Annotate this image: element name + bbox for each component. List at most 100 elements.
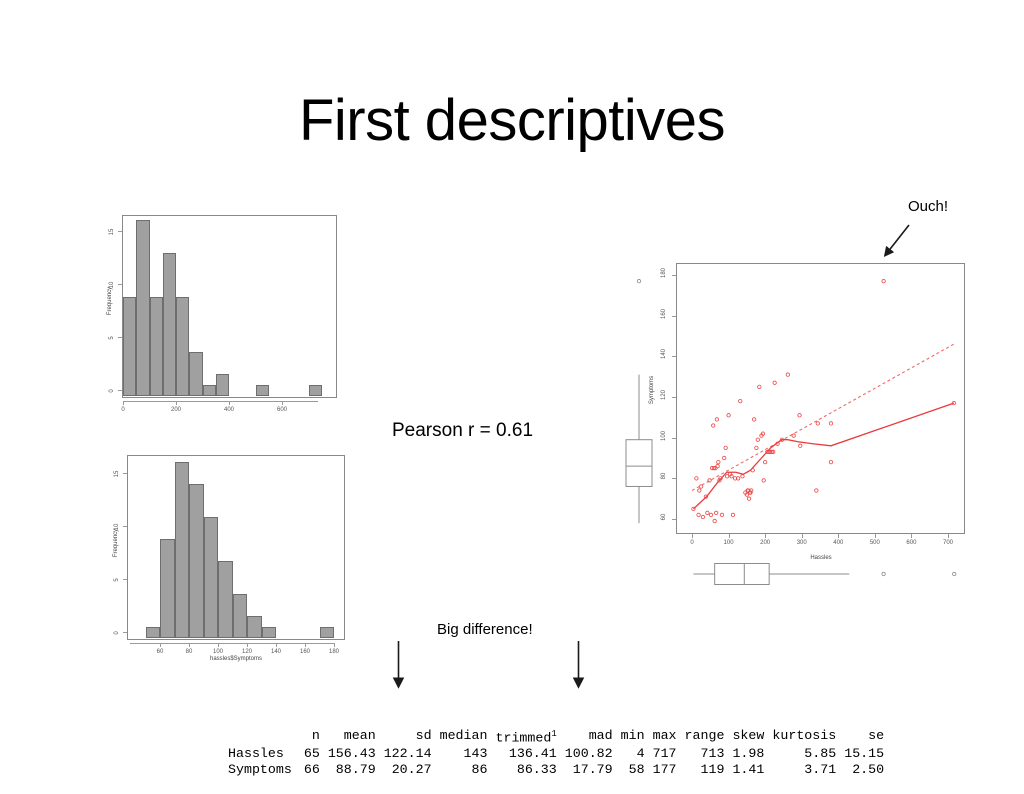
scatter-x-ticks: 0 100 200 300 400 500 600 700 <box>614 255 976 590</box>
histogram-bar <box>319 627 334 638</box>
x-tick-mark-80 <box>189 643 190 647</box>
hassles-histogram-bars <box>122 215 337 398</box>
x-tick-label-400: 400 <box>223 407 234 413</box>
cell-skew: 1.41 <box>732 762 765 778</box>
histogram-bar <box>255 385 269 396</box>
y-tick-mark-0 <box>118 390 122 391</box>
arrow-down-icon <box>572 641 585 689</box>
cell-sd: 122.14 <box>383 746 432 762</box>
x-tick-label-60: 60 <box>156 649 164 655</box>
scatter-plot-area <box>676 263 965 534</box>
cell-trimmed: 136.41 <box>508 746 557 762</box>
x-tick-mark-120 <box>247 643 248 647</box>
x-tick-mark-160 <box>305 643 306 647</box>
symptoms-histogram-x-ticks: 60 80 100 120 140 160 180 <box>110 450 350 668</box>
cell-mad: 100.82 <box>564 746 613 762</box>
x-axis-line <box>123 401 318 402</box>
col-header-min: min <box>620 728 645 744</box>
cell-mad: 17.79 <box>572 762 613 778</box>
x-tick-label-600: 600 <box>906 540 917 546</box>
page-title: First descriptives <box>298 87 726 153</box>
histogram-bar <box>162 253 176 396</box>
y-tick-mark-10 <box>118 284 122 285</box>
y-tick-label-0: 0 <box>109 389 115 393</box>
col-header-max: max <box>652 728 677 744</box>
x-tick-mark-400 <box>229 401 230 405</box>
col-header-skew: skew <box>732 728 765 744</box>
x-tick-label-120: 120 <box>241 649 252 655</box>
y-tick-mark-10 <box>123 526 127 527</box>
y-tick-mark-80 <box>672 478 676 480</box>
col-header-blank <box>228 726 296 746</box>
x-tick-label-100: 100 <box>212 649 223 655</box>
y-tick-mark-180 <box>672 275 676 276</box>
arrow-down-left-icon <box>883 224 910 258</box>
table-header-row: n mean sd median trimmed1 mad min max ra… <box>228 726 884 746</box>
table-row: Symptoms 66 88.79 20.27 86 86.33 17.79 58 177 119… <box>228 762 884 778</box>
histogram-bar <box>261 627 276 638</box>
col-header-mad: mad <box>588 728 613 744</box>
x-tick-label-400: 400 <box>833 540 844 546</box>
table-row: Hassles 65 156.43 122.14 143 136.41 100.82 4 717… <box>228 746 884 762</box>
cell-sd: 20.27 <box>391 762 432 778</box>
cell-median: 86 <box>471 762 488 778</box>
symptoms-histogram-panel: Frequency 0 5 10 15 60 80 100 120 140 160 180 … <box>110 450 350 668</box>
x-tick-mark-100 <box>728 534 730 538</box>
x-tick-label-160: 160 <box>299 649 310 655</box>
descriptives-stats-table: n mean sd median trimmed1 mad min max ra… <box>228 694 884 794</box>
histogram-bar <box>203 517 218 638</box>
x-axis-line <box>130 643 335 644</box>
x-tick-mark-400 <box>838 534 840 538</box>
x-tick-label-180: 180 <box>328 649 339 655</box>
y-tick-mark-0 <box>123 632 127 633</box>
x-tick-mark-0 <box>692 534 693 538</box>
histogram-bar <box>232 594 247 638</box>
hassles-symptoms-scatter-panel: Symptoms 60 80 100 120 140 160 180 0 100 200 300 4… <box>614 255 976 590</box>
x-tick-mark-500 <box>874 534 876 538</box>
col-header-mean: mean <box>343 728 376 744</box>
cell-kurtosis: 3.71 <box>804 762 837 778</box>
histogram-bar <box>215 374 229 396</box>
pearson-correlation-label: Pearson r = 0.61 <box>392 420 534 441</box>
x-tick-mark-0 <box>123 401 124 405</box>
big-difference-annotation-label: Big difference! <box>437 621 533 638</box>
histogram-bar <box>176 297 190 396</box>
cell-se: 15.15 <box>844 746 885 762</box>
x-tick-label-500: 500 <box>869 540 880 546</box>
scatter-y-ticks: 60 80 100 120 140 160 180 <box>614 255 976 590</box>
x-tick-mark-600 <box>911 534 913 538</box>
symptoms-marginal-boxplot <box>625 278 653 524</box>
cell-min: 58 <box>628 762 645 778</box>
histogram-bar <box>145 627 160 638</box>
scatter-data-layer <box>691 278 956 524</box>
arrow-down-icon <box>392 641 405 689</box>
cell-skew: 1.98 <box>732 746 765 762</box>
cell-mean: 156.43 <box>327 746 376 762</box>
cell-se: 2.50 <box>852 762 885 778</box>
x-tick-label-200: 200 <box>760 540 771 546</box>
x-tick-label-0: 0 <box>690 540 694 546</box>
y-tick-mark-60 <box>672 519 676 520</box>
symptoms-histogram-x-axis-title: hassles$Symptoms <box>209 656 263 662</box>
stats-table-body: Hassles 65 156.43 122.14 143 136.41 100.82 4 717… <box>228 746 884 778</box>
x-tick-label-300: 300 <box>796 540 807 546</box>
x-tick-label-600: 600 <box>276 407 287 413</box>
x-tick-mark-100 <box>218 643 219 647</box>
x-tick-label-100: 100 <box>723 540 734 546</box>
col-header-median: median <box>439 728 488 744</box>
x-tick-label-80: 80 <box>185 649 193 655</box>
histogram-bar <box>123 297 137 396</box>
histogram-bar <box>174 462 189 638</box>
y-tick-label-15: 15 <box>109 228 115 236</box>
y-tick-mark-5 <box>118 337 122 338</box>
y-tick-label-10: 10 <box>109 281 115 289</box>
histogram-bar <box>247 616 262 638</box>
y-tick-mark-15 <box>118 231 122 232</box>
y-tick-mark-15 <box>123 473 127 474</box>
histogram-bar <box>189 352 203 396</box>
x-tick-mark-200 <box>176 401 177 405</box>
y-tick-mark-100 <box>672 437 676 439</box>
histogram-bar <box>308 385 322 396</box>
y-tick-mark-120 <box>672 397 676 398</box>
col-header-kurtosis: kurtosis <box>772 728 837 744</box>
